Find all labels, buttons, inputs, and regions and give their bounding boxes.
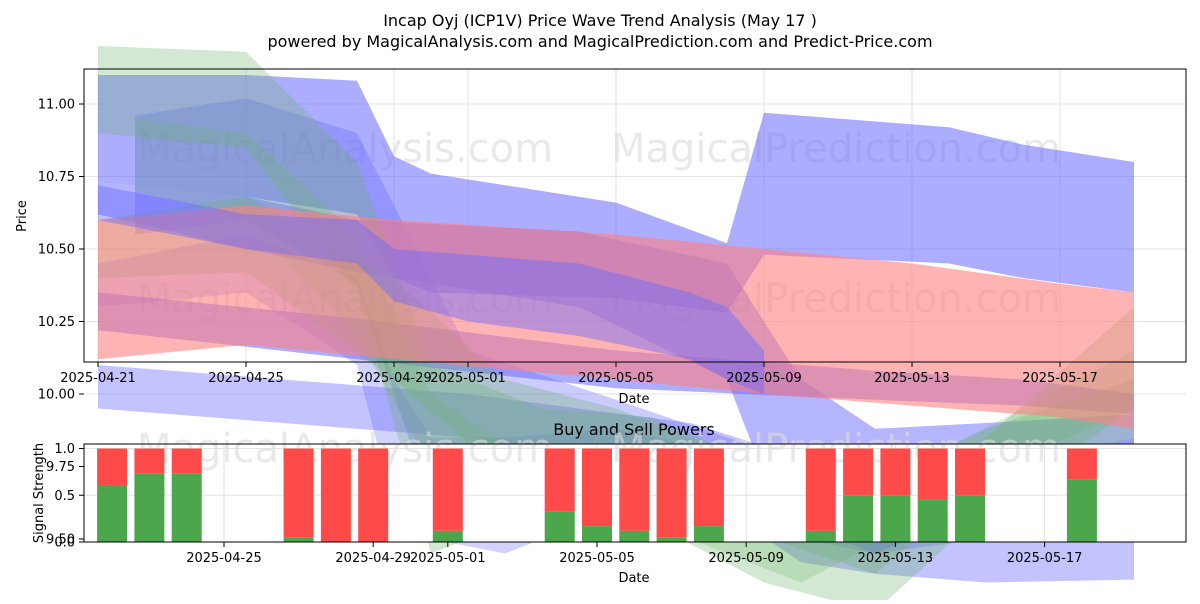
buy-bar <box>134 473 165 542</box>
price-x-tick-label: 2025-04-25 <box>208 371 284 386</box>
price-plot-frame <box>83 68 1187 363</box>
price-y-label: Price <box>15 200 30 232</box>
sell-bar <box>358 448 389 542</box>
price-y-tick-label: 9.50 <box>46 533 75 548</box>
buy-sell-x-tick-label: 2025-05-09 <box>708 551 784 566</box>
buy-sell-y-tick-label: 1.0 <box>54 442 75 457</box>
price-y-tick-label: 10.25 <box>38 315 75 330</box>
price-band-blue-10 <box>98 185 764 394</box>
buy-bar <box>656 537 687 542</box>
sell-bar <box>283 448 314 538</box>
price-y-tick-label: 11.00 <box>38 98 75 113</box>
buy-bar <box>843 495 874 542</box>
figure-title: Incap Oyj (ICP1V) Price Wave Trend Analy… <box>383 11 817 30</box>
buy-bar <box>283 537 314 542</box>
buy-bar <box>432 530 463 542</box>
price-band-green-6 <box>98 46 1134 604</box>
buy-sell-x-ticks: 2025-04-25 2025-04-29 2025-05-01 2025-05-05… <box>186 542 1082 566</box>
buy-sell-x-tick-label: 2025-05-01 <box>410 551 486 566</box>
sell-bar <box>582 448 612 527</box>
sell-bar <box>955 448 985 496</box>
price-y-tick-label: 10.75 <box>38 170 75 185</box>
buy-sell-chart: Buy and Sell Powers MagicalAnalysis.com … <box>32 420 1187 586</box>
price-band-blue-4 <box>135 98 1134 554</box>
buy-bar <box>805 530 836 542</box>
buy-sell-x-label: Date <box>618 571 649 586</box>
buy-sell-y-label: Signal Strength <box>32 443 47 543</box>
price-band-blue-0 <box>98 75 1134 313</box>
price-x-tick-label: 2025-04-29 <box>356 371 432 386</box>
sell-bar <box>693 448 724 527</box>
sell-bar <box>97 448 128 485</box>
buy-bar <box>1066 479 1097 542</box>
price-y-tick-label: 9.75 <box>46 460 75 475</box>
buy-bar <box>693 526 724 542</box>
buy-sell-x-tick-label: 2025-05-13 <box>858 551 934 566</box>
price-x-tick-label: 2025-05-01 <box>430 371 506 386</box>
sell-bar <box>917 448 948 500</box>
sell-bar <box>805 448 836 531</box>
sell-bar <box>656 448 687 538</box>
buy-bar <box>880 495 911 542</box>
sell-bar <box>320 448 351 542</box>
buy-sell-x-tick-label: 2025-05-17 <box>1007 551 1083 566</box>
price-x-label: Date <box>618 392 649 407</box>
price-x-tick-label: 2025-05-17 <box>1022 371 1098 386</box>
price-y-tick-label: 10.50 <box>38 243 75 258</box>
buy-bar <box>619 530 650 542</box>
sell-bar <box>843 448 874 496</box>
buy-bar <box>97 484 128 542</box>
sell-bar <box>619 448 650 531</box>
price-band-red-9 <box>98 205 1134 429</box>
price-x-ticks: 2025-04-21 2025-04-25 2025-04-292025-05-01… <box>60 362 1098 386</box>
buy-sell-x-tick-label: 2025-05-05 <box>559 551 635 566</box>
sell-bar <box>544 448 575 512</box>
price-x-tick-label: 2025-05-05 <box>578 371 654 386</box>
sell-bar <box>171 448 202 474</box>
buy-sell-y-tick-label: 0.5 <box>54 489 75 504</box>
buy-sell-x-tick-label: 2025-04-25 <box>186 551 262 566</box>
buy-bar <box>582 526 612 542</box>
sell-bar <box>880 448 911 496</box>
buy-sell-bars <box>97 448 1097 542</box>
price-x-tick-label: 2025-04-21 <box>60 371 136 386</box>
buy-sell-y-ticks: 0.0 0.5 1.0 <box>54 442 84 551</box>
sell-bar <box>134 448 165 474</box>
figure-subtitle: powered by MagicalAnalysis.com and Magic… <box>267 32 932 51</box>
price-y-tick-label: 10.00 <box>38 388 75 403</box>
buy-bar <box>955 495 985 542</box>
buy-sell-plot-frame <box>83 443 1187 543</box>
sell-bar <box>1066 448 1097 480</box>
buy-sell-x-tick-label: 2025-04-29 <box>335 551 411 566</box>
buy-bar <box>544 511 575 542</box>
price-x-tick-label: 2025-05-13 <box>874 371 950 386</box>
buy-sell-y-tick-label: 0.0 <box>54 536 75 551</box>
buy-bar <box>171 473 202 542</box>
price-x-tick-label: 2025-05-09 <box>726 371 802 386</box>
buy-bar <box>917 499 948 542</box>
buy-sell-title: Buy and Sell Powers <box>553 420 715 439</box>
sell-bar <box>432 448 463 531</box>
